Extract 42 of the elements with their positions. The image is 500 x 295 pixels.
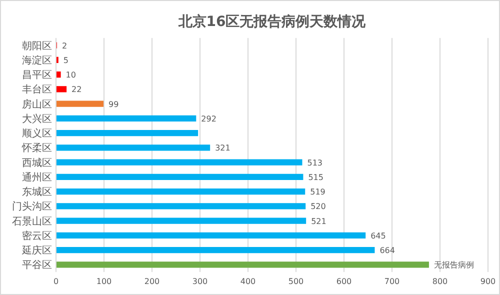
x-tick-label: 300 [192, 277, 208, 286]
y-tick-label: 通州区 [22, 171, 52, 184]
data-label: 2 [62, 41, 68, 50]
y-tick-label: 密云区 [22, 230, 52, 242]
y-tick-label: 房山区 [22, 98, 52, 110]
title: 北京16区无报告病例天数情况 [178, 14, 366, 30]
y-tick-label: 平谷区 [22, 259, 52, 272]
data-label: 99 [108, 100, 119, 109]
y-tick-label: 怀柔区 [21, 142, 52, 154]
x-tick-label: 0 [53, 277, 59, 286]
y-tick-label: 延庆区 [21, 244, 52, 257]
x-tick-label: 100 [96, 277, 112, 286]
y-tick-label: 朝阳区 [22, 40, 52, 52]
y-tick-label: 丰台区 [22, 84, 52, 96]
data-label: 520 [310, 202, 326, 212]
y-tick-label: 昌平区 [22, 70, 52, 82]
y-tick-label: 大兴区 [22, 112, 52, 125]
y-tick-label: 门头沟区 [12, 200, 52, 213]
data-label: 22 [72, 85, 82, 94]
data-label: 515 [308, 172, 324, 182]
data-label: 519 [310, 188, 326, 197]
data-label: 无报告病例 [434, 260, 474, 270]
y-tick-label: 海淀区 [22, 54, 52, 66]
y-tick-label: 顺义区 [22, 128, 52, 140]
x-tick-label: 900 [480, 277, 496, 286]
data-label: 521 [311, 216, 326, 226]
data-label: 664 [380, 246, 395, 256]
x-tick-label: 800 [432, 277, 448, 286]
y-tick-label: 西城区 [22, 156, 52, 169]
data-label: 10 [66, 70, 76, 80]
data-label: 321 [215, 144, 230, 153]
data-label: 5 [63, 56, 68, 65]
x-tick-label: 600 [336, 277, 352, 286]
data-label: 292 [201, 114, 216, 124]
data-label: 513 [307, 158, 323, 168]
y-tick-label: 石景山区 [12, 215, 52, 228]
x-tick-label: 500 [288, 277, 304, 286]
x-tick-label: 700 [384, 277, 400, 286]
data-label: 645 [370, 231, 386, 240]
x-tick-label: 200 [144, 277, 160, 286]
y-tick-label: 东城区 [22, 186, 52, 198]
x-tick-label: 400 [240, 277, 256, 286]
